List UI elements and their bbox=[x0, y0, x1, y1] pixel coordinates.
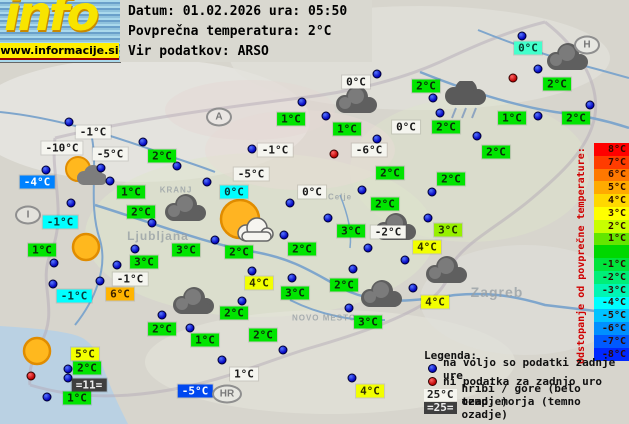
legend-item: 25°C hribi / gore (belo ozadje) bbox=[424, 382, 629, 408]
header-info-box: Datum: 01.02.2026 ura: 05:50 Povprečna t… bbox=[120, 0, 372, 62]
scale-cell: -2°C bbox=[594, 270, 629, 284]
legend-mountain-chip: 25°C bbox=[424, 388, 457, 401]
legend-item: ni podatka za zadnjo uro bbox=[424, 375, 629, 388]
legend-item-text: ni podatka za zadnjo uro bbox=[443, 375, 602, 388]
logo-url-link[interactable]: www.informacije.si bbox=[0, 43, 119, 60]
scale-cell: 2°C bbox=[594, 219, 629, 233]
scale-cell: 1°C bbox=[594, 232, 629, 246]
header-avgtemp-line: Povprečna temperatura: 2°C bbox=[128, 24, 332, 39]
scale-cell: -8°C bbox=[594, 347, 629, 361]
legend-missing-dot-icon bbox=[428, 377, 437, 386]
scale-cell: -4°C bbox=[594, 296, 629, 310]
logo-wordmark: info bbox=[4, 0, 100, 42]
scale-cell: -1°C bbox=[594, 258, 629, 271]
scale-cell: 6°C bbox=[594, 168, 629, 182]
scale-cell: -5°C bbox=[594, 309, 629, 323]
scale-title: Odstopanje od povprečne temperature: bbox=[576, 147, 587, 364]
scale-cell: -3°C bbox=[594, 283, 629, 297]
legend-title: Legenda: bbox=[424, 349, 477, 362]
scale-cell: 8°C bbox=[594, 143, 629, 156]
legend-item-text: temp. morja (temno ozadje) bbox=[461, 394, 581, 421]
scale-cell: 5°C bbox=[594, 181, 629, 195]
header-source-line: Vir podatkov: ARSO bbox=[128, 44, 269, 59]
legend: Legenda: na voljo so podatki zadnje ure n… bbox=[424, 349, 629, 421]
legend-available-dot-icon bbox=[428, 364, 437, 373]
scale-cell bbox=[594, 245, 629, 259]
legend-item: na voljo so podatki zadnje ure bbox=[424, 356, 629, 382]
scale-cell: -6°C bbox=[594, 322, 629, 335]
legend-sea-chip: =25= bbox=[424, 401, 457, 414]
temperature-deviation-scale: 8°C 7°C 6°C 5°C 4°C 3°C 2°C 1°C -1°C -2°C -3°C -4°C… bbox=[594, 143, 629, 361]
legend-item-text: na voljo so podatki zadnje ure bbox=[443, 355, 616, 382]
site-logo: info www.informacije.si bbox=[0, 0, 121, 63]
header-date-line: Datum: 01.02.2026 ura: 05:50 bbox=[128, 4, 348, 19]
scale-cell: 7°C bbox=[594, 155, 629, 169]
legend-item: =25= temp. morja (temno ozadje) bbox=[424, 395, 629, 421]
legend-item-text: hribi / gore (belo ozadje) bbox=[461, 381, 581, 408]
scale-cell: 3°C bbox=[594, 206, 629, 220]
scale-cell: 4°C bbox=[594, 194, 629, 207]
scale-cell: -7°C bbox=[594, 334, 629, 348]
